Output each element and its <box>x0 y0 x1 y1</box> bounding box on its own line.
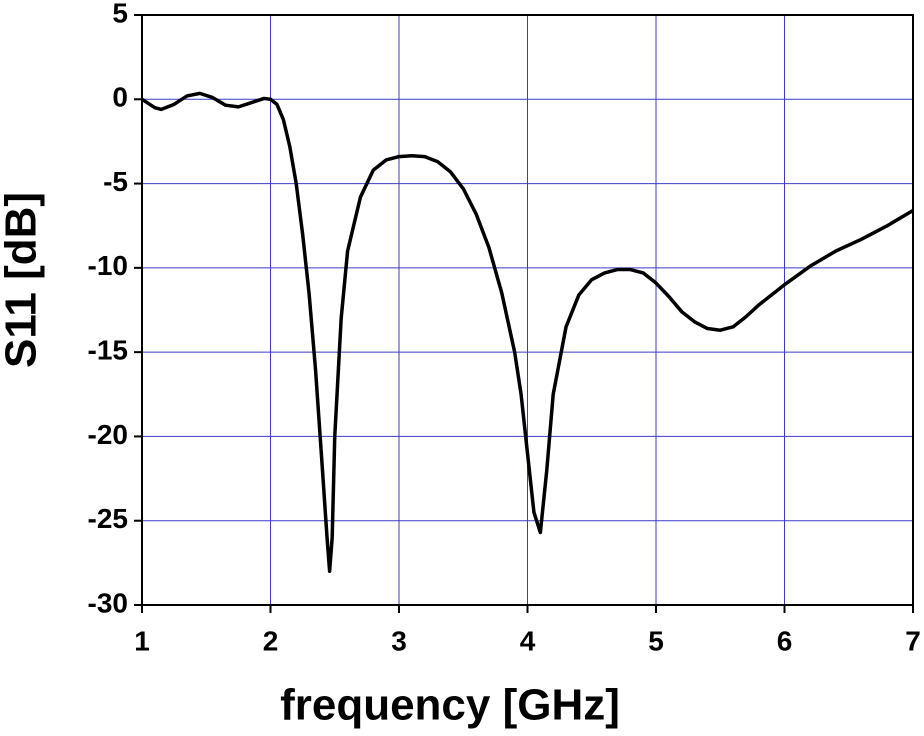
x-tick-label: 1 <box>134 625 150 656</box>
x-tick-label: 5 <box>648 625 664 656</box>
y-tick-label: -5 <box>103 166 128 197</box>
x-tick-label: 7 <box>905 625 921 656</box>
y-tick-label: 5 <box>112 0 128 28</box>
data-line <box>141 91 914 574</box>
x-tick-label: 3 <box>391 625 407 656</box>
y-tick-label: -15 <box>88 335 128 366</box>
y-tick-label: 0 <box>112 82 128 113</box>
x-tick-label: 2 <box>263 625 279 656</box>
y-tick-label: -20 <box>88 419 128 450</box>
y-axis-label: S11 [dB] <box>0 192 46 368</box>
x-axis-label: frequency [GHz] <box>280 681 620 730</box>
x-tick-label: 4 <box>520 625 536 656</box>
x-tick-label: 6 <box>777 625 793 656</box>
y-tick-label: -10 <box>88 250 128 281</box>
y-tick-label: -25 <box>88 503 128 534</box>
plot-frame <box>141 14 914 606</box>
y-tick-label: -30 <box>88 587 128 618</box>
